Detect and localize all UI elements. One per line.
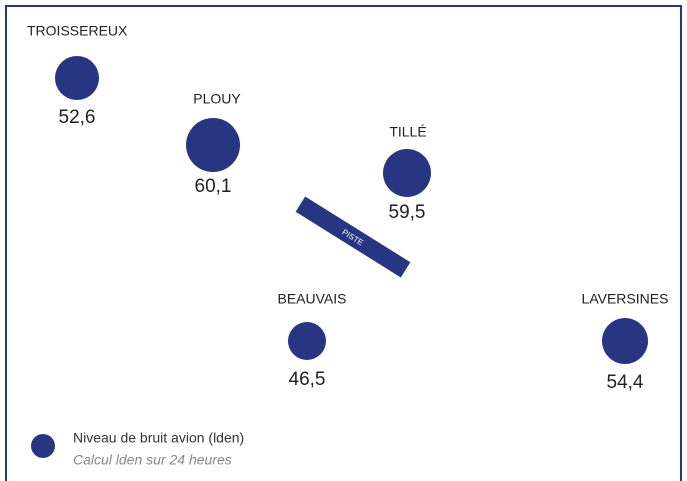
runway: PISTE — [295, 196, 411, 278]
place-name: TILLÉ — [389, 124, 426, 140]
noise-bubble — [288, 322, 326, 360]
noise-level: 52,6 — [59, 107, 96, 128]
noise-bubble — [186, 118, 240, 172]
place-name: LAVERSINES — [582, 291, 669, 307]
noise-level: 59,5 — [389, 202, 426, 223]
place-name: TROISSEREUX — [27, 23, 128, 39]
legend-title: Niveau de bruit avion (lden) — [73, 430, 244, 446]
noise-level: 46,5 — [289, 369, 326, 390]
frame — [5, 5, 682, 481]
noise-bubble — [602, 318, 648, 364]
noise-bubble — [55, 56, 99, 100]
noise-level: 54,4 — [607, 372, 644, 393]
noise-bubble — [383, 149, 431, 197]
legend-symbol — [31, 434, 55, 458]
legend-subtitle: Calcul lden sur 24 heures — [73, 452, 232, 468]
place-name: PLOUY — [193, 91, 241, 107]
noise-level: 60,1 — [195, 176, 232, 197]
runway-strip — [295, 196, 411, 278]
place-name: BEAUVAIS — [278, 291, 347, 307]
